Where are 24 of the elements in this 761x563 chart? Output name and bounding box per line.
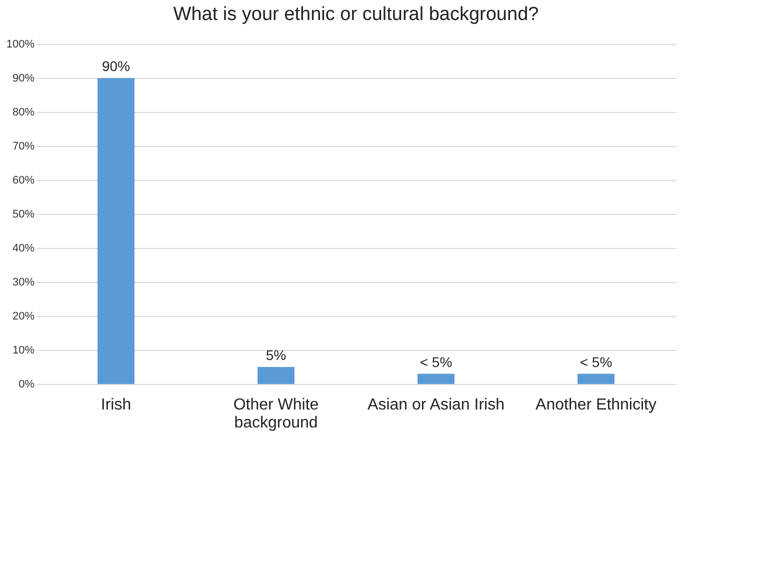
data-label: < 5% <box>420 354 452 370</box>
data-label: < 5% <box>580 354 612 370</box>
y-tick-label: 40% <box>12 242 35 254</box>
data-label: 90% <box>102 58 130 74</box>
y-tick-label: 30% <box>12 276 35 288</box>
chart-title: What is your ethnic or cultural background? <box>173 4 539 25</box>
y-tick-label: 50% <box>12 208 35 220</box>
y-tick-label: 70% <box>12 140 35 152</box>
y-tick-label: 10% <box>12 344 35 356</box>
x-tick-label: Irish <box>100 396 132 414</box>
y-tick-label: 90% <box>12 72 35 84</box>
y-tick-label: 60% <box>12 174 35 186</box>
x-tick-label: Other White background <box>233 396 319 432</box>
data-label: 5% <box>266 347 286 363</box>
y-tick-label: 80% <box>12 106 35 118</box>
bar <box>98 78 134 384</box>
bar <box>578 374 614 384</box>
y-tick-label: 100% <box>6 38 35 50</box>
y-tick-label: 0% <box>18 378 35 390</box>
x-tick-label: Another Ethnicity <box>536 396 656 414</box>
bar <box>418 374 454 384</box>
bar <box>258 367 294 384</box>
y-tick-label: 20% <box>12 310 35 322</box>
x-tick-label: Asian or Asian Irish <box>368 396 504 414</box>
